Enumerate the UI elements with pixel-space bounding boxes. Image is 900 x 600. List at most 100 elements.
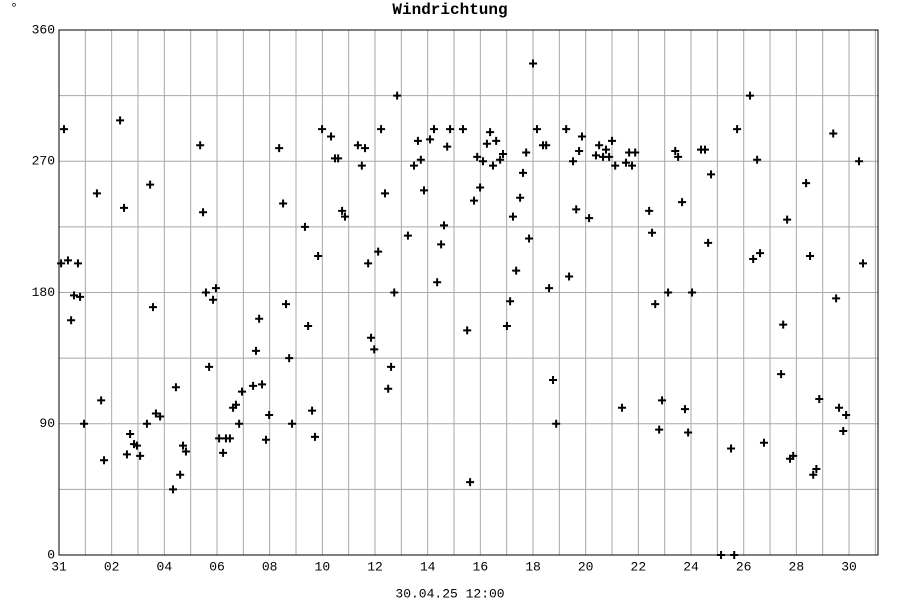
data-point — [142, 419, 151, 428]
data-point — [575, 147, 584, 156]
x-tick-label: 04 — [157, 559, 173, 574]
data-point — [146, 180, 155, 189]
data-point — [595, 141, 604, 150]
data-point — [733, 125, 742, 134]
x-tick-label: 30 — [841, 559, 857, 574]
data-point — [746, 91, 755, 100]
data-point — [419, 186, 428, 195]
data-point — [466, 478, 475, 487]
data-point — [314, 252, 323, 261]
data-point — [57, 259, 66, 268]
data-point — [97, 396, 106, 405]
data-point — [443, 142, 452, 151]
data-point — [802, 179, 811, 188]
data-point — [169, 485, 178, 494]
data-point — [80, 419, 89, 428]
data-point — [631, 148, 640, 157]
data-point — [680, 405, 689, 414]
data-point — [522, 148, 531, 157]
data-point — [611, 161, 620, 170]
data-point — [519, 168, 528, 177]
data-point — [704, 238, 713, 247]
data-point — [149, 303, 158, 312]
data-point — [381, 189, 390, 198]
data-point — [310, 432, 319, 441]
data-point — [753, 155, 762, 164]
data-point — [532, 125, 541, 134]
data-point — [569, 157, 578, 166]
data-point — [488, 161, 497, 170]
data-point — [832, 294, 841, 303]
data-point — [132, 441, 141, 450]
data-point — [492, 136, 501, 145]
data-point — [463, 326, 472, 335]
data-point — [361, 144, 370, 153]
data-point — [300, 222, 309, 231]
data-point — [171, 383, 180, 392]
data-point — [516, 193, 525, 202]
data-point — [591, 151, 600, 160]
data-point — [156, 412, 165, 421]
data-point — [116, 116, 125, 125]
data-point — [409, 161, 418, 170]
data-point — [120, 203, 129, 212]
data-point — [390, 288, 399, 297]
data-point — [664, 288, 673, 297]
data-point — [334, 154, 343, 163]
data-point — [707, 170, 716, 179]
data-point — [279, 199, 288, 208]
plot-frame — [58, 29, 879, 556]
data-point — [545, 284, 554, 293]
data-point — [645, 206, 654, 215]
x-tick-label: 06 — [209, 559, 225, 574]
data-point — [126, 429, 135, 438]
y-tick-label: 270 — [32, 154, 55, 169]
data-point — [357, 161, 366, 170]
data-point — [512, 266, 521, 275]
data-point — [238, 387, 247, 396]
y-tick-label: 180 — [32, 285, 55, 300]
x-tick-label: 18 — [525, 559, 541, 574]
data-point — [374, 247, 383, 256]
data-point — [621, 158, 630, 167]
data-point — [717, 551, 726, 559]
data-point — [308, 406, 317, 415]
data-point — [730, 551, 739, 559]
data-point — [338, 206, 347, 215]
data-point — [136, 451, 145, 460]
data-point — [688, 288, 697, 297]
data-point — [285, 354, 294, 363]
data-point — [509, 212, 518, 221]
data-point — [318, 125, 327, 134]
data-point — [215, 434, 224, 443]
data-point — [809, 470, 818, 479]
data-point — [628, 161, 637, 170]
data-point — [470, 196, 479, 205]
data-point — [756, 249, 765, 258]
y-tick-label: 360 — [32, 22, 55, 37]
data-point — [700, 145, 709, 154]
x-tick-label: 08 — [262, 559, 278, 574]
data-point — [430, 125, 439, 134]
x-axis-label: 30.04.25 12:00 — [395, 586, 504, 600]
data-point — [618, 403, 627, 412]
x-tick-label: 10 — [315, 559, 331, 574]
data-point — [201, 288, 210, 297]
data-point — [70, 291, 79, 300]
data-point — [76, 292, 85, 301]
data-point — [63, 256, 72, 265]
data-point — [288, 419, 297, 428]
data-point — [585, 214, 594, 223]
y-tick-label: 90 — [39, 416, 55, 431]
data-point — [749, 254, 758, 263]
data-point — [67, 316, 76, 325]
data-point — [789, 451, 798, 460]
data-point — [255, 314, 264, 323]
data-point — [249, 381, 258, 390]
data-point — [552, 419, 561, 428]
data-point — [151, 409, 160, 418]
data-point — [648, 228, 657, 237]
data-point — [100, 456, 109, 465]
data-point — [364, 259, 373, 268]
data-point — [219, 448, 228, 457]
